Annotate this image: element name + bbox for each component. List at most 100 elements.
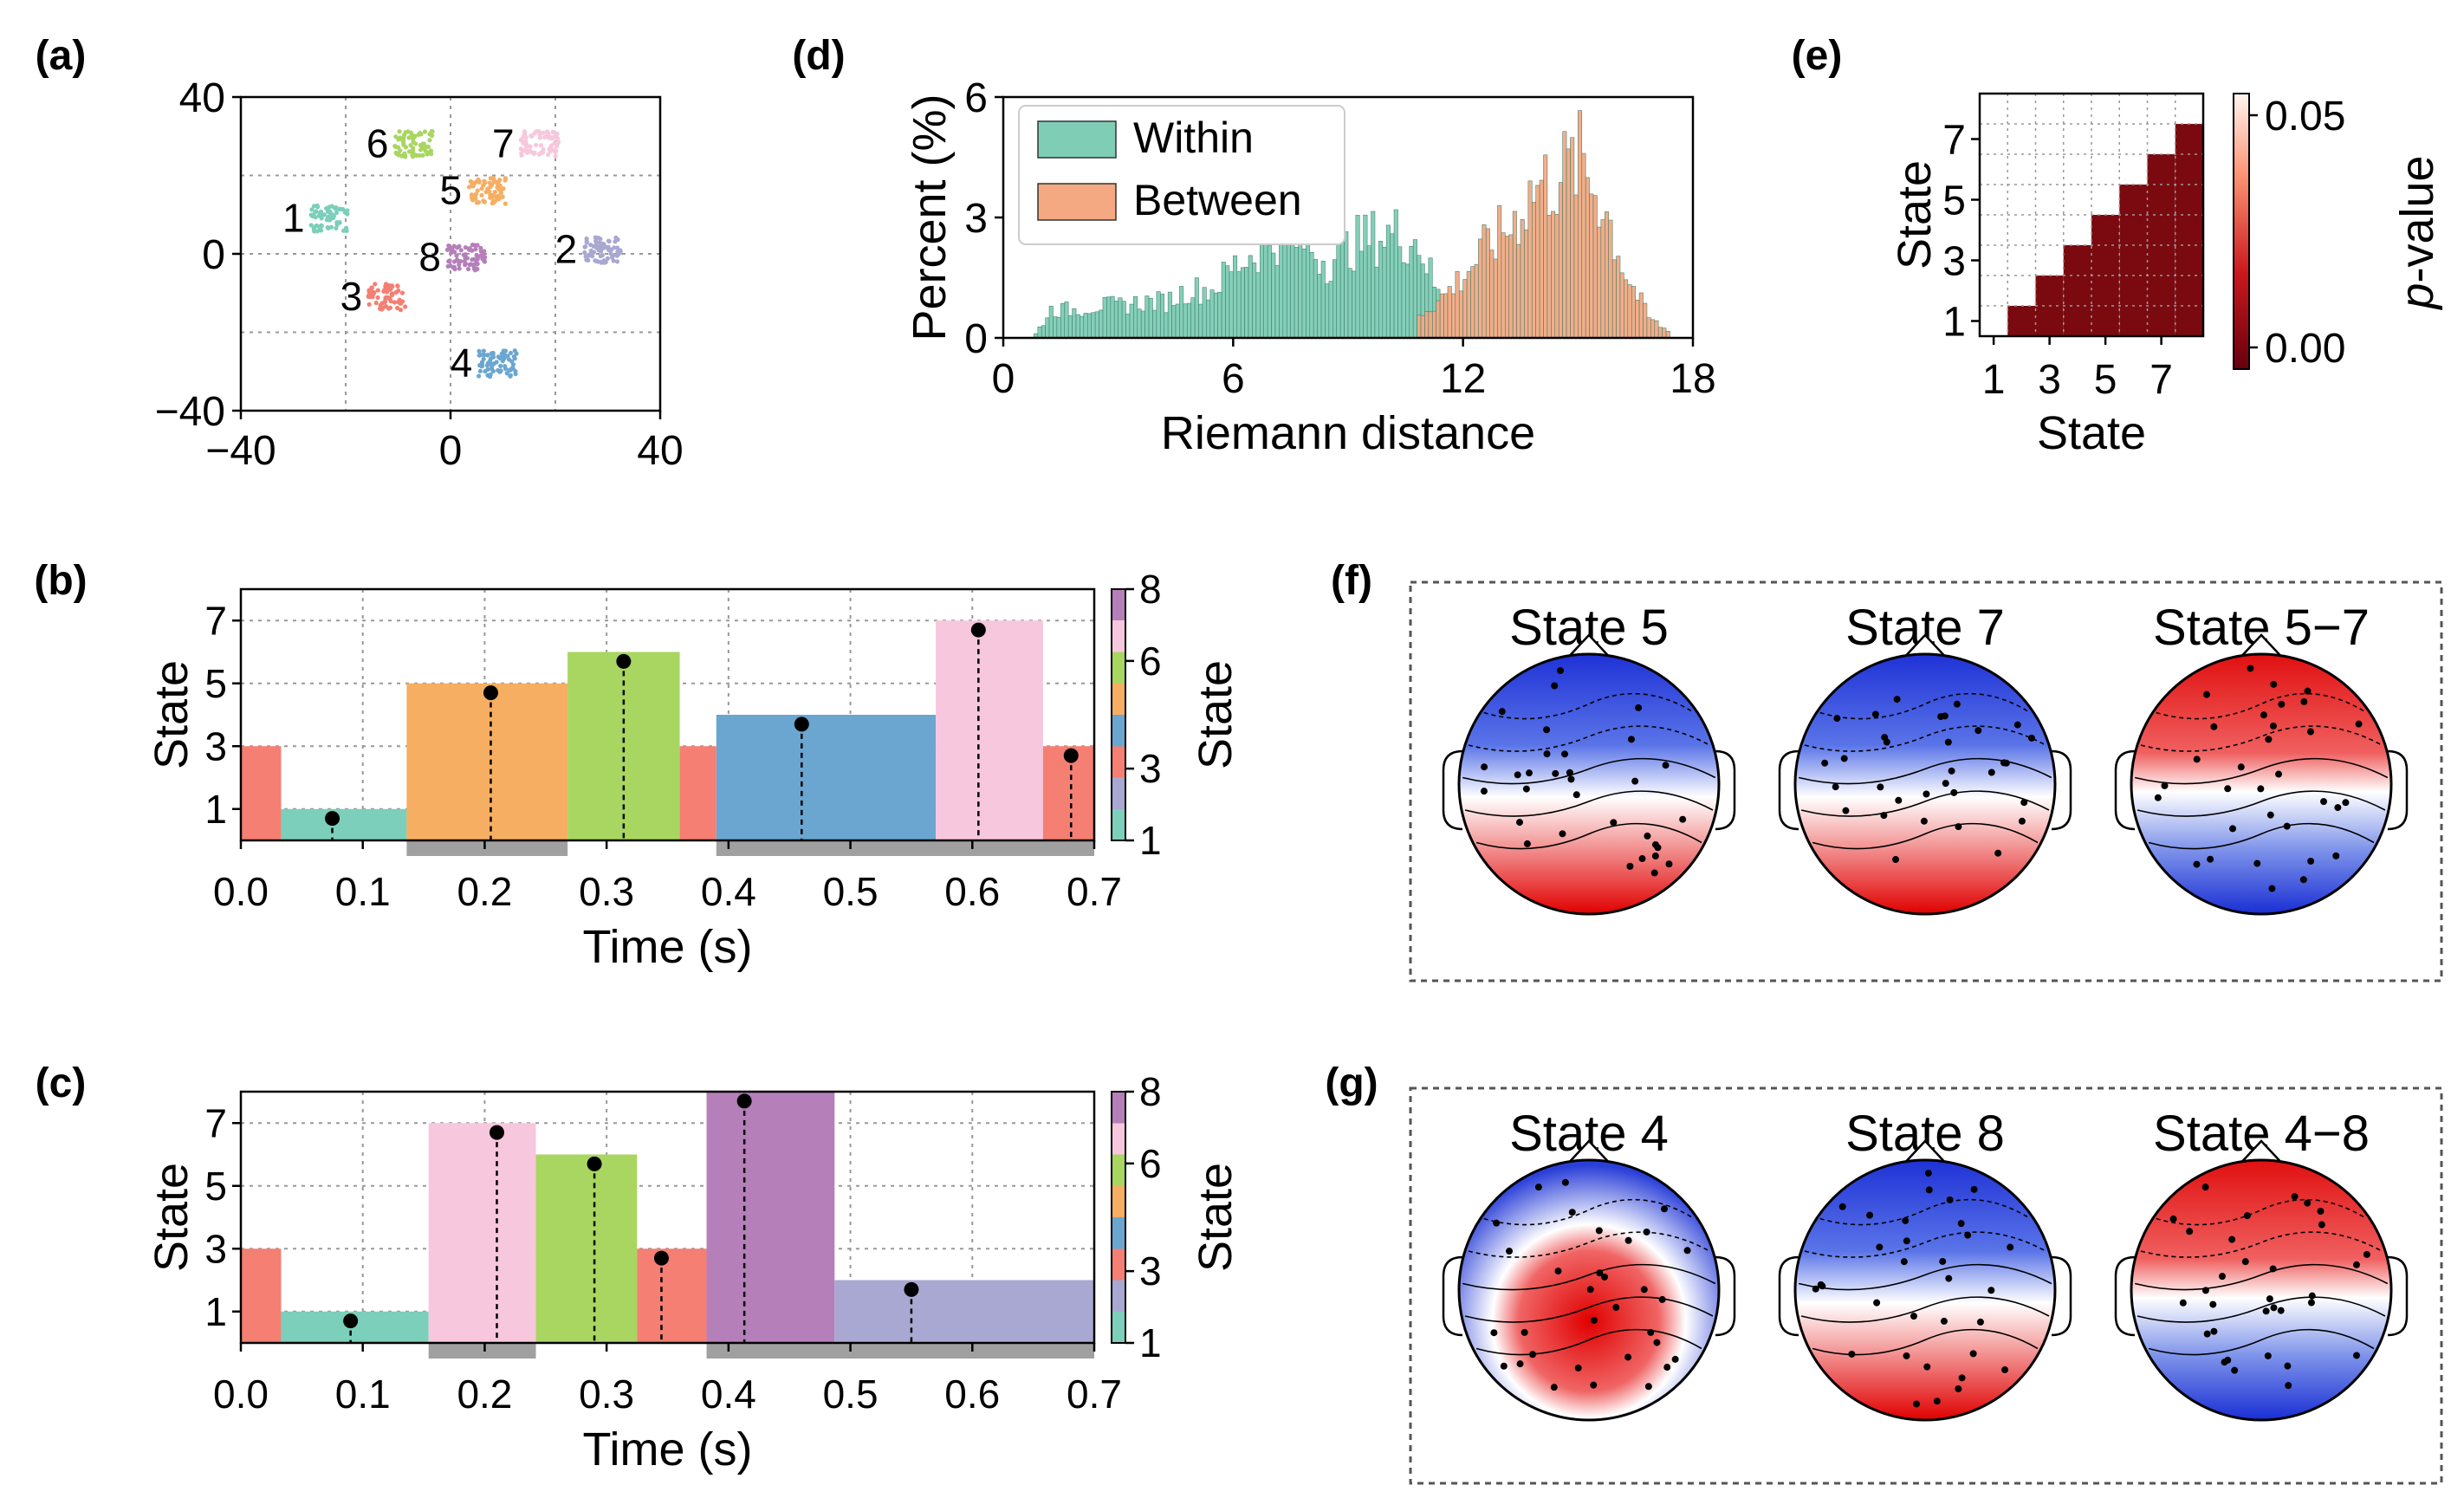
scatter-point: [503, 348, 509, 353]
heatmap-cell-empty: [2007, 276, 2036, 306]
marker-dot: [736, 1093, 752, 1109]
scatter-point: [504, 371, 509, 376]
electrode: [1821, 759, 1829, 767]
heatmap-cell-significant: [2035, 306, 2064, 336]
histogram-bar: [1654, 320, 1659, 339]
histogram-bar: [1657, 327, 1663, 339]
scatter-point: [475, 256, 480, 262]
scatter-point: [467, 245, 472, 251]
scatter-point: [402, 133, 407, 138]
scatter-point: [483, 180, 488, 185]
y-tick-label: 6: [964, 75, 988, 121]
histogram-bar: [1631, 286, 1636, 339]
scatter-point: [323, 205, 329, 211]
electrode: [1481, 763, 1488, 771]
electrode: [1974, 727, 1982, 735]
state-bar-8: [706, 1092, 835, 1343]
scatter-point: [595, 259, 600, 264]
histogram-bar: [1271, 252, 1276, 339]
scatter-point: [420, 152, 425, 158]
colorbar-label: State: [1190, 660, 1242, 769]
histogram-bar: [1053, 316, 1058, 339]
histogram-bar: [1164, 312, 1169, 339]
histogram-bar: [1466, 271, 1471, 339]
scatter-point: [328, 224, 334, 230]
electrode: [2307, 857, 2315, 865]
electrode: [1515, 819, 1523, 827]
left-ear: [1442, 749, 1463, 831]
scatter-point: [481, 348, 486, 353]
heatmap-cell-empty: [2035, 245, 2064, 276]
electrode: [2264, 1352, 2272, 1359]
electrode: [1557, 667, 1565, 675]
electrode: [1559, 830, 1566, 838]
histogram-bar: [1382, 246, 1387, 339]
left-ear: [1778, 749, 1799, 831]
scatter-point: [327, 204, 333, 210]
scatter-point: [430, 129, 435, 134]
histogram-bar: [1267, 244, 1272, 339]
y-axis-label: State: [146, 1163, 198, 1272]
electrode: [1840, 755, 1848, 762]
histogram-bar: [1624, 279, 1629, 339]
heatmap-cell-empty: [2035, 94, 2064, 124]
colorbar-tick-label: 3: [1139, 1248, 1162, 1294]
scatter-point: [458, 248, 464, 253]
contour-line: [2137, 790, 2386, 817]
histogram-bar: [1366, 245, 1371, 339]
electrode: [1902, 1216, 1910, 1224]
heatmap-cell-significant: [2147, 276, 2175, 306]
electrode: [1658, 1295, 1666, 1303]
scatter-point: [334, 225, 339, 230]
histogram-bar: [1344, 231, 1349, 339]
x-tick-label: 1: [1982, 357, 2006, 403]
contour-line: [1812, 1328, 2039, 1356]
contour-line: [2148, 822, 2375, 850]
electrode: [1838, 1203, 1846, 1210]
topomap-g-head-2: [2114, 1139, 2409, 1422]
scatter-point: [392, 300, 397, 305]
electrode: [1871, 710, 1879, 718]
colorbar-tick-label: 1: [1139, 818, 1162, 863]
scatter-point: [519, 137, 524, 143]
gray-interval-bar: [706, 1343, 1094, 1359]
x-tick-label: 0.5: [823, 1372, 879, 1417]
scatter-point: [514, 351, 519, 356]
scatter-point: [508, 373, 514, 378]
contour-line: [2134, 757, 2389, 785]
x-tick-label: 0.3: [579, 1372, 634, 1417]
electrode: [2203, 1330, 2211, 1338]
colorbar-tick-label: 0.05: [2265, 94, 2345, 139]
electrode: [1910, 1313, 1917, 1320]
electrode: [1950, 788, 1958, 796]
y-tick-label: 3: [1942, 239, 1966, 285]
heatmap-cell-significant: [2063, 245, 2091, 276]
heatmap-cell-empty: [2119, 94, 2148, 124]
histogram-bar: [1167, 291, 1172, 339]
histogram-bar: [1144, 295, 1150, 339]
topomap-g-head-0: [1442, 1139, 1736, 1422]
histogram-bar: [1259, 237, 1265, 339]
scatter-point: [477, 368, 483, 373]
left-ear: [1778, 1255, 1799, 1337]
scatter-point: [314, 203, 320, 208]
electrode: [2186, 1228, 2194, 1235]
electrode: [2266, 1295, 2273, 1303]
histogram-bar: [1592, 195, 1598, 339]
electrode: [1866, 1211, 1874, 1219]
electrode: [2243, 1212, 2251, 1220]
electrode: [2269, 722, 2277, 730]
electrode: [2224, 1356, 2232, 1364]
electrode: [1873, 1299, 1881, 1307]
histogram-bar: [1148, 297, 1153, 339]
histogram-bar: [1175, 303, 1180, 339]
scatter-point: [465, 266, 471, 272]
scatter-point: [470, 183, 477, 189]
scatter-point: [475, 188, 480, 193]
scatter-point: [327, 214, 332, 219]
scatter-point: [421, 145, 427, 150]
x-tick-label: 0.5: [823, 869, 879, 914]
colorbar-label: State: [1190, 1163, 1242, 1272]
heatmap-cell-empty: [2119, 124, 2148, 154]
electrode: [1653, 1339, 1661, 1346]
